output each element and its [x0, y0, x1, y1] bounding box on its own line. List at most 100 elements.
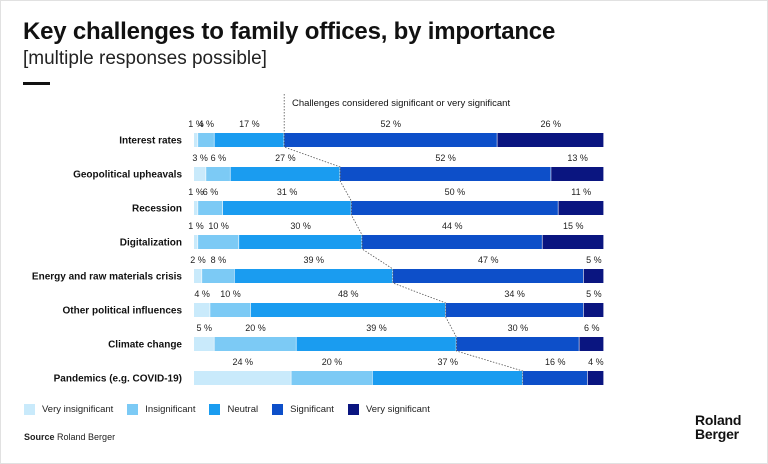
value-label-energy-and-raw-materials-crisis-significant: 47 %	[478, 255, 499, 265]
bar-segment-climate-change-neutral	[296, 337, 456, 351]
bar-segment-climate-change-very-significant	[579, 337, 604, 351]
value-label-climate-change-significant: 30 %	[508, 323, 529, 333]
annotation-label: Challenges considered significant or ver…	[292, 98, 510, 109]
logo-line-1: Roland	[695, 412, 742, 428]
legend-label-significant: Significant	[290, 404, 334, 415]
source-label: Source	[24, 432, 55, 442]
bar-segment-other-political-influences-significant	[445, 303, 584, 317]
logo-line-2: Berger	[695, 426, 739, 442]
bar-segment-interest-rates-very-significant	[497, 133, 604, 147]
value-label-recession-neutral: 31 %	[277, 187, 298, 197]
bar-segment-digitalization-very-insignificant	[194, 235, 198, 249]
value-label-interest-rates-neutral: 17 %	[239, 119, 260, 129]
legend-swatch-significant	[272, 404, 284, 415]
bar-segment-other-political-influences-insignificant	[210, 303, 251, 317]
bar-segment-recession-neutral	[222, 201, 351, 215]
category-label-energy-and-raw-materials-crisis: Energy and raw materials crisis	[32, 272, 183, 283]
legend-item-significant: Significant	[272, 404, 334, 415]
value-label-recession-very-significant: 11 %	[571, 187, 591, 197]
value-label-other-political-influences-significant: 34 %	[504, 289, 525, 299]
value-label-other-political-influences-insignificant: 10 %	[220, 289, 241, 299]
legend-item-very-insignificant: Very insignificant	[24, 404, 113, 415]
value-label-other-political-influences-very-insignificant: 4 %	[194, 289, 210, 299]
bar-segment-digitalization-very-significant	[542, 235, 604, 249]
bar-segment-energy-and-raw-materials-crisis-very-insignificant	[194, 269, 202, 283]
bar-segment-energy-and-raw-materials-crisis-insignificant	[202, 269, 234, 283]
value-label-digitalization-very-insignificant: 1 %	[188, 221, 204, 231]
bar-segment-interest-rates-neutral	[214, 133, 284, 147]
value-label-climate-change-very-significant: 6 %	[584, 323, 600, 333]
bar-segment-climate-change-insignificant	[214, 337, 296, 351]
bar-segment-geopolitical-upheavals-insignificant	[206, 167, 230, 181]
value-label-recession-insignificant: 6 %	[203, 187, 219, 197]
value-label-recession-significant: 50 %	[445, 187, 466, 197]
bar-segment-other-political-influences-neutral	[250, 303, 446, 317]
value-label-geopolitical-upheavals-very-insignificant: 3 %	[192, 153, 208, 163]
category-label-pandemics-e-g-covid-19: Pandemics (e.g. COVID-19)	[54, 374, 182, 385]
category-label-climate-change: Climate change	[108, 340, 182, 351]
value-label-geopolitical-upheavals-significant: 52 %	[435, 153, 456, 163]
category-label-other-political-influences: Other political influences	[63, 306, 183, 317]
value-label-pandemics-e-g-covid-19-neutral: 37 %	[437, 357, 458, 367]
bar-segment-interest-rates-insignificant	[198, 133, 214, 147]
legend-label-insignificant: Insignificant	[145, 404, 196, 415]
legend-item-very-significant: Very significant	[347, 404, 430, 415]
legend-label-very-significant: Very significant	[365, 404, 430, 415]
bar-segment-recession-insignificant	[198, 201, 223, 215]
bar-segment-pandemics-e-g-covid-19-very-insignificant	[194, 371, 291, 385]
category-label-recession: Recession	[132, 204, 182, 215]
value-label-geopolitical-upheavals-neutral: 27 %	[275, 153, 296, 163]
bar-segment-pandemics-e-g-covid-19-very-significant	[587, 371, 604, 385]
legend-item-neutral: Neutral	[209, 404, 258, 415]
bar-segment-digitalization-neutral	[239, 235, 362, 249]
value-label-other-political-influences-neutral: 48 %	[338, 289, 359, 299]
value-label-recession-very-insignificant: 1 %	[188, 187, 204, 197]
value-label-energy-and-raw-materials-crisis-insignificant: 8 %	[211, 255, 227, 265]
value-label-interest-rates-insignificant: 4 %	[199, 119, 215, 129]
bar-segment-pandemics-e-g-covid-19-significant	[522, 371, 588, 385]
legend-swatch-very-insignificant	[24, 404, 35, 415]
significance-divider-line	[283, 94, 524, 385]
value-label-pandemics-e-g-covid-19-very-significant: 4 %	[588, 357, 604, 367]
bar-segment-other-political-influences-very-significant	[583, 303, 604, 317]
value-label-pandemics-e-g-covid-19-significant: 16 %	[545, 357, 566, 367]
bar-segment-energy-and-raw-materials-crisis-very-significant	[583, 269, 604, 283]
legend-label-very-insignificant: Very insignificant	[42, 404, 114, 415]
bar-segment-recession-very-significant	[558, 201, 604, 215]
bar-segment-interest-rates-significant	[284, 133, 497, 147]
legend-swatch-very-significant	[347, 404, 359, 415]
chart-title: Key challenges to family offices, by imp…	[23, 18, 556, 45]
title-underline	[23, 82, 50, 85]
bar-segment-interest-rates-very-insignificant	[194, 133, 198, 147]
chart-legend: Very insignificant Insignificant Neutral…	[24, 404, 444, 415]
value-label-pandemics-e-g-covid-19-insignificant: 20 %	[322, 357, 343, 367]
value-label-energy-and-raw-materials-crisis-neutral: 39 %	[303, 255, 324, 265]
bar-segment-pandemics-e-g-covid-19-neutral	[372, 371, 523, 385]
legend-item-insignificant: Insignificant	[127, 404, 195, 415]
bar-segment-geopolitical-upheavals-very-insignificant	[194, 167, 206, 181]
value-label-other-political-influences-very-significant: 5 %	[586, 289, 602, 299]
bar-segment-climate-change-significant	[456, 337, 579, 351]
value-label-climate-change-very-insignificant: 5 %	[196, 323, 212, 333]
bar-segment-digitalization-insignificant	[198, 235, 239, 249]
bar-segment-recession-significant	[351, 201, 558, 215]
bar-segment-energy-and-raw-materials-crisis-neutral	[234, 269, 393, 283]
value-label-geopolitical-upheavals-insignificant: 6 %	[211, 153, 227, 163]
category-label-geopolitical-upheavals: Geopolitical upheavals	[73, 170, 182, 181]
roland-berger-logo: Roland Berger	[695, 413, 741, 441]
legend-swatch-insignificant	[127, 404, 139, 415]
value-label-energy-and-raw-materials-crisis-very-significant: 5 %	[586, 255, 602, 265]
value-label-climate-change-neutral: 39 %	[366, 323, 387, 333]
chart-subtitle: [multiple responses possible]	[23, 48, 267, 69]
stacked-bar-chart: Challenges considered significant or ver…	[32, 94, 604, 385]
value-label-interest-rates-significant: 52 %	[381, 119, 402, 129]
legend-swatch-neutral	[209, 404, 221, 415]
bar-segment-geopolitical-upheavals-very-significant	[551, 167, 604, 181]
bar-segment-climate-change-very-insignificant	[194, 337, 214, 351]
bar-segment-recession-very-insignificant	[194, 201, 198, 215]
category-label-interest-rates: Interest rates	[119, 136, 182, 147]
value-label-climate-change-insignificant: 20 %	[245, 323, 266, 333]
bar-segment-pandemics-e-g-covid-19-insignificant	[291, 371, 373, 385]
value-label-energy-and-raw-materials-crisis-very-insignificant: 2 %	[190, 255, 206, 265]
value-label-digitalization-significant: 44 %	[442, 221, 463, 231]
